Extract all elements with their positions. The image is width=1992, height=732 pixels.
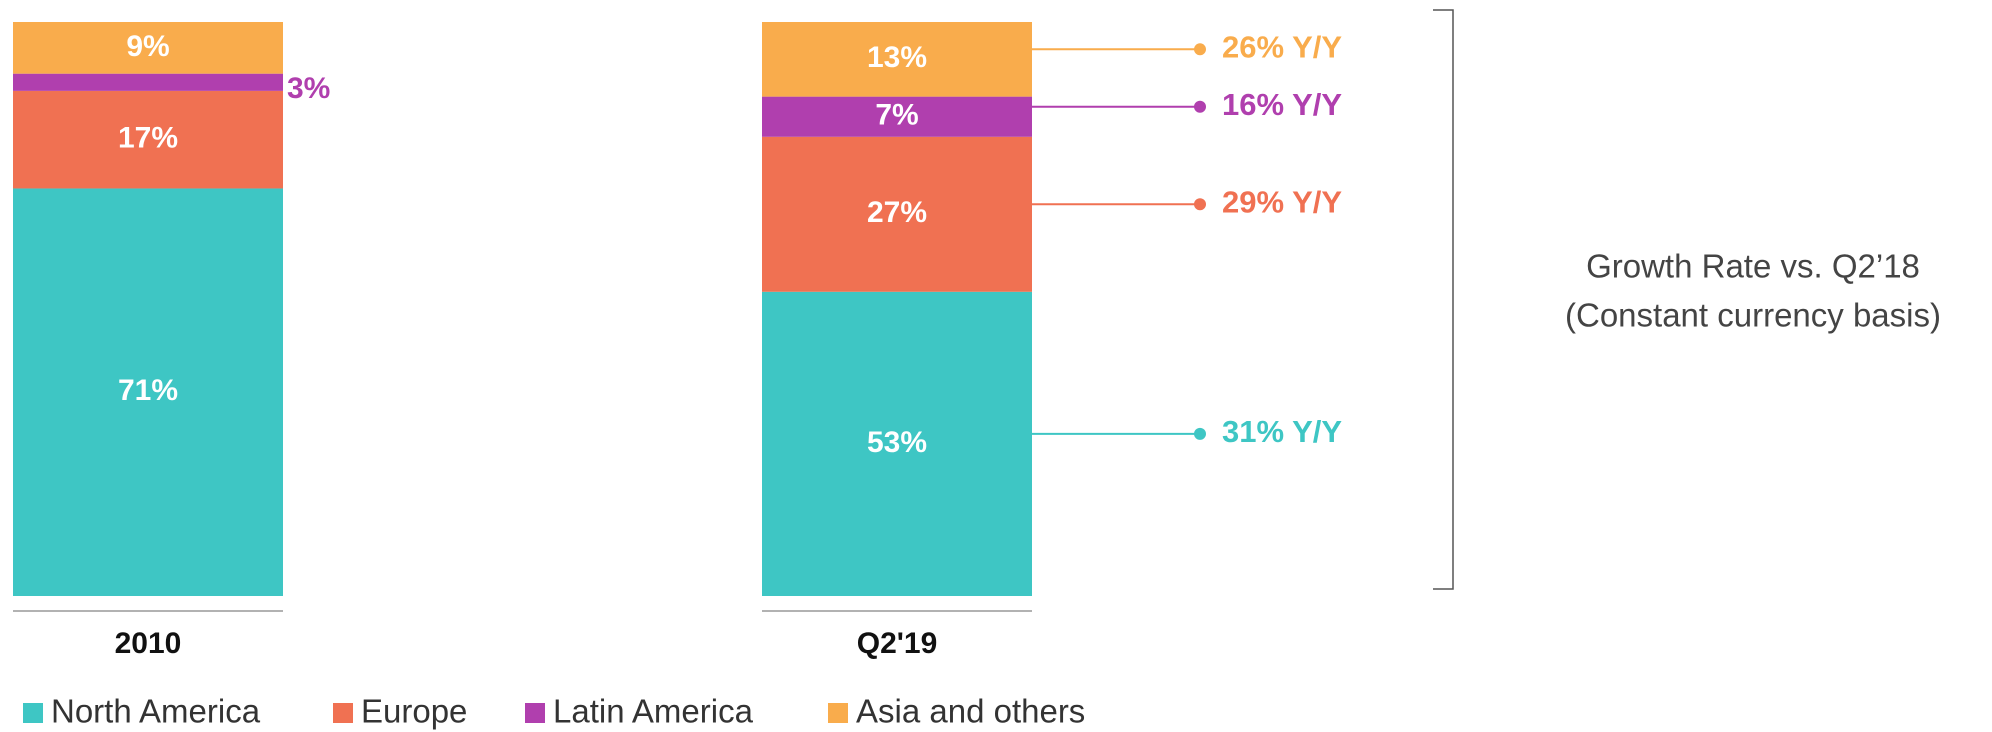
x-tick-label: 2010: [115, 627, 182, 660]
value-label: 13%: [867, 41, 927, 74]
bar-segment: [13, 73, 283, 91]
legend-swatch: [525, 703, 545, 723]
value-label: 3%: [287, 72, 330, 105]
bracket-label: (Constant currency basis): [1565, 297, 1941, 334]
legend-label: Latin America: [553, 693, 754, 730]
value-label: 7%: [875, 99, 918, 132]
legend-swatch: [23, 703, 43, 723]
annotation-dot: [1194, 43, 1206, 56]
bar-segment: [762, 22, 1032, 97]
annotation: 29% Y/Y: [1222, 184, 1342, 219]
legend-swatch: [828, 703, 848, 723]
legend-label: North America: [51, 693, 261, 730]
x-tick-label: Q2'19: [857, 627, 938, 660]
value-label: 9%: [126, 30, 169, 63]
legend-swatch: [333, 703, 353, 723]
annotation-dot: [1194, 100, 1206, 113]
value-label: 27%: [867, 196, 927, 229]
annotation-dot: [1194, 198, 1206, 211]
value-label: 53%: [867, 426, 927, 459]
bar-segment: [13, 90, 283, 189]
bar-segment: [762, 96, 1032, 137]
legend-label: Asia and others: [856, 693, 1085, 730]
bracket: [1433, 9, 1454, 590]
annotation: 31% Y/Y: [1222, 414, 1342, 449]
bar-segment: [13, 188, 283, 596]
annotation: 16% Y/Y: [1222, 87, 1342, 122]
value-label: 71%: [118, 374, 178, 407]
value-label: 17%: [118, 122, 178, 155]
legend-label: Europe: [361, 693, 467, 730]
annotation-dot: [1194, 427, 1206, 440]
bar-segment: [762, 291, 1032, 596]
bracket-label: Growth Rate vs. Q2’18: [1586, 248, 1920, 285]
bar-segment: [762, 136, 1032, 292]
annotation: 26% Y/Y: [1222, 29, 1342, 64]
bar-segment: [13, 22, 283, 74]
